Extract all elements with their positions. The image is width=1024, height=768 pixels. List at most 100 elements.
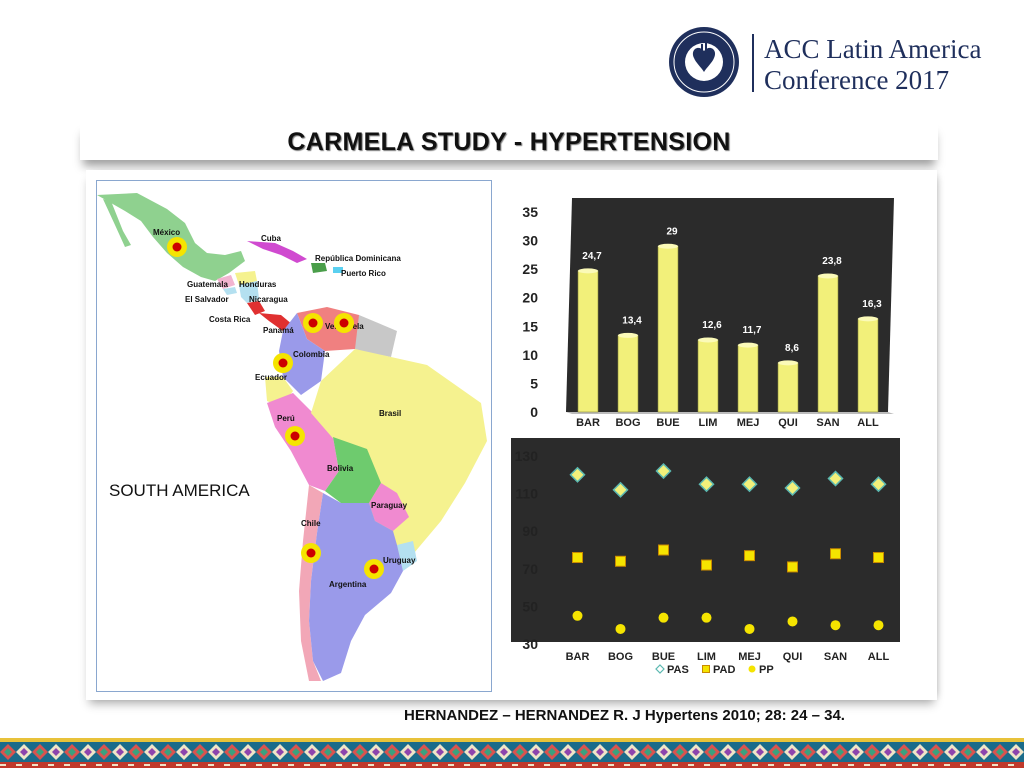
bar [777, 362, 799, 413]
scatter-category-label: ALL [868, 651, 890, 663]
pas-point [655, 462, 672, 480]
bar-y-tick-label: 20 [522, 290, 538, 306]
legend-label: PAS [667, 664, 689, 676]
bar-category-label: SAN [816, 417, 839, 429]
legend-label: PP [759, 664, 774, 676]
label-mexico: México [153, 228, 180, 237]
scatter-y-tick-label: 130 [515, 448, 539, 464]
chile-shape [299, 485, 323, 681]
pas-point [870, 476, 887, 493]
conference-logo-text: ACC Latin America Conference 2017 [764, 34, 981, 96]
marker-lima [285, 426, 305, 446]
bar [617, 335, 639, 413]
bar-data-label: 24,7 [582, 251, 602, 262]
scatter-category-label: BUE [652, 651, 675, 663]
legend-pad-marker [702, 665, 710, 673]
bar-data-label: 16,3 [862, 299, 882, 310]
bar-chart-floor [566, 412, 894, 414]
pp-point [830, 620, 841, 631]
mexico-baja-shape [103, 199, 131, 247]
pad-point [572, 552, 583, 564]
guatemala-shape [217, 275, 235, 289]
argentina-shape [309, 493, 403, 681]
label-panama: Panamá [263, 326, 294, 335]
scatter-chart-plot-area [511, 438, 900, 642]
scatter-category-label: BOG [608, 651, 633, 663]
bar-top [858, 316, 878, 322]
title-bar: CARMELA STUDY - HYPERTENSION [80, 122, 938, 160]
bar-data-label: 13,4 [622, 315, 642, 326]
logo-separator [752, 34, 754, 92]
bar-data-label: 23,8 [822, 256, 842, 267]
bar [577, 270, 599, 413]
legend-label: PAD [713, 664, 735, 676]
bar-category-label: LIM [699, 417, 718, 429]
pad-point [658, 544, 669, 556]
bar-top [778, 360, 798, 366]
panama-shape [259, 313, 293, 331]
legend-pas-marker [655, 664, 665, 674]
cuba-shape [247, 241, 307, 263]
label-el-salvador: El Salvador [185, 295, 229, 304]
bar-data-label: 11,7 [743, 325, 762, 336]
bar-y-tick-label: 15 [522, 318, 538, 334]
pas-point [612, 481, 629, 498]
bar-y-tick-label: 0 [530, 404, 538, 420]
pp-point [615, 623, 626, 634]
pas-point [741, 476, 758, 493]
decorative-border [0, 738, 1024, 768]
latin-america-map: México Cuba República Dominicana Puerto … [96, 180, 492, 692]
pad-point [830, 548, 841, 560]
bar-y-tick-label: 5 [530, 375, 538, 391]
pp-point [873, 620, 884, 631]
marker-mexico-city [167, 237, 187, 257]
pad-point [701, 559, 712, 571]
bolivia-shape [325, 437, 381, 503]
label-colombia: Colombia [293, 350, 330, 359]
citation: HERNANDEZ – HERNANDEZ R. J Hypertens 201… [404, 707, 845, 724]
scatter-y-tick-label: 90 [522, 523, 538, 539]
label-brasil: Brasil [379, 409, 401, 418]
pp-point [658, 612, 669, 623]
label-peru: Perú [277, 414, 295, 423]
scatter-category-label: QUI [783, 651, 803, 663]
elsalvador-shape [223, 287, 237, 295]
label-bolivia: Bolivia [327, 464, 354, 473]
label-argentina: Argentina [329, 580, 367, 589]
guyanas-shape [355, 315, 397, 357]
south-america-label: SOUTH AMERICA [109, 481, 250, 500]
pas-point [569, 466, 586, 483]
bar [817, 275, 839, 413]
study-city-markers [167, 237, 384, 579]
label-honduras: Honduras [239, 280, 277, 289]
bar [697, 339, 719, 413]
bar-top [658, 243, 678, 249]
bar-category-label: BOG [615, 417, 640, 429]
pad-point [873, 552, 884, 564]
bar-top [738, 342, 758, 348]
label-dominican-republic: República Dominicana [315, 254, 401, 263]
puertorico-shape [333, 267, 343, 273]
colombia-shape [279, 313, 325, 395]
pad-point [615, 555, 626, 567]
bar-y-tick-label: 10 [522, 347, 538, 363]
scatter-category-label: SAN [824, 651, 847, 663]
scatter-y-tick-label: 70 [522, 561, 538, 577]
bar-category-label: ALL [857, 417, 879, 429]
marker-santiago [301, 543, 321, 563]
honduras-shape [235, 271, 257, 285]
label-puerto-rico: Puerto Rico [341, 269, 386, 278]
pad-point [744, 550, 755, 562]
bar-top [618, 332, 638, 338]
paraguay-shape [369, 483, 409, 531]
label-nicaragua: Nicaragua [249, 295, 288, 304]
bar-y-tick-label: 25 [522, 261, 538, 277]
bar-top [818, 273, 838, 279]
bar-category-label: BUE [656, 417, 679, 429]
slide-title: CARMELA STUDY - HYPERTENSION [287, 128, 731, 156]
label-paraguay: Paraguay [371, 501, 408, 510]
scatter-category-label: LIM [697, 651, 716, 663]
acc-seal-logo [669, 27, 739, 97]
scatter-category-label: BAR [566, 651, 590, 663]
bar [857, 318, 879, 413]
